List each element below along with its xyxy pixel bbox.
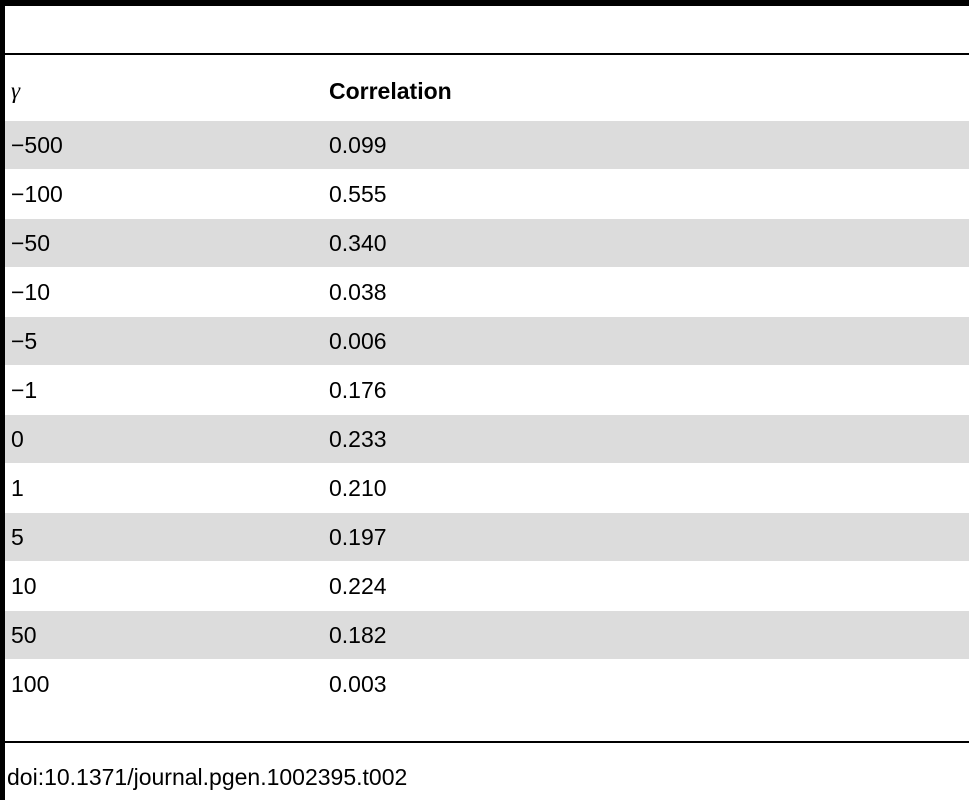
table-body: −500 0.099 −100 0.555 −50 0.340 −10 0.038 −5 0.00… <box>5 120 969 708</box>
correlation-cell: 0.224 <box>329 572 387 599</box>
table-row: 10 0.224 <box>5 561 969 610</box>
correlation-cell: 0.006 <box>329 327 387 354</box>
table-header-row: γ Correlation <box>5 62 969 120</box>
gamma-cell: −5 <box>11 327 38 354</box>
table-bottom-rule <box>5 741 969 743</box>
correlation-cell: 0.233 <box>329 425 387 452</box>
left-border <box>0 0 5 800</box>
gamma-cell: 5 <box>11 523 24 550</box>
correlation-cell: 0.003 <box>329 670 387 697</box>
gamma-cell: 100 <box>11 670 50 697</box>
correlation-cell: 0.182 <box>329 621 387 648</box>
table-row: 100 0.003 <box>5 659 969 708</box>
table-top-rule <box>0 0 969 6</box>
header-correlation: Correlation <box>329 77 452 104</box>
gamma-cell: −100 <box>11 180 63 207</box>
gamma-cell: 0 <box>11 425 24 452</box>
gamma-cell: −1 <box>11 376 38 403</box>
gamma-cell: 10 <box>11 572 37 599</box>
correlation-cell: 0.038 <box>329 278 387 305</box>
table-row: −100 0.555 <box>5 169 969 218</box>
correlation-table: γ Correlation −500 0.099 −100 0.555 −50 0.340… <box>5 62 969 708</box>
gamma-cell: −500 <box>11 131 63 158</box>
table-row: −10 0.038 <box>5 267 969 316</box>
table-row: 1 0.210 <box>5 463 969 512</box>
gamma-cell: −50 <box>11 229 51 256</box>
table-row: −1 0.176 <box>5 365 969 414</box>
table-row: 50 0.182 <box>5 610 969 659</box>
correlation-cell: 0.210 <box>329 474 387 501</box>
doi-caption: doi:10.1371/journal.pgen.1002395.t002 <box>7 764 408 790</box>
table-row: −5 0.006 <box>5 316 969 365</box>
correlation-cell: 0.099 <box>329 131 387 158</box>
correlation-cell: 0.340 <box>329 229 387 256</box>
table-row: −50 0.340 <box>5 218 969 267</box>
correlation-cell: 0.176 <box>329 376 387 403</box>
table-row: −500 0.099 <box>5 120 969 169</box>
table-row: 0 0.233 <box>5 414 969 463</box>
gamma-cell: 1 <box>11 474 24 501</box>
correlation-cell: 0.197 <box>329 523 387 550</box>
header-top-rule <box>5 53 969 55</box>
correlation-cell: 0.555 <box>329 180 387 207</box>
header-gamma: γ <box>11 78 21 103</box>
gamma-cell: 50 <box>11 621 37 648</box>
gamma-cell: −10 <box>11 278 51 305</box>
table-row: 5 0.197 <box>5 512 969 561</box>
